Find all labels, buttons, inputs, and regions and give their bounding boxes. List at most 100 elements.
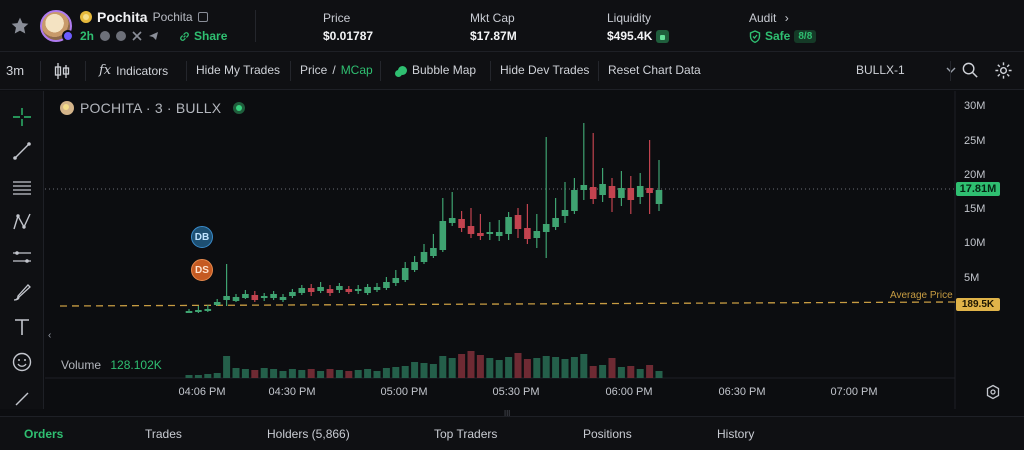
stat-price: Price $0.01787 — [323, 11, 373, 43]
candle-type-icon[interactable] — [54, 62, 70, 80]
bubble-map-label: Bubble Map — [412, 63, 477, 77]
audit-section[interactable]: Audit › Safe 8/8 — [749, 11, 817, 43]
share-icon — [180, 31, 189, 41]
token-avatar — [40, 10, 72, 42]
stat-value: $495.4K — [607, 29, 653, 43]
layout-select-value: BULLX-1 — [856, 63, 905, 77]
stat-value: $0.01787 — [323, 29, 374, 43]
x-axis-tick: 05:30 PM — [492, 386, 540, 398]
tab-top-traders[interactable]: Top Traders — [434, 427, 498, 441]
live-status-icon — [233, 102, 246, 114]
stat-value-row: $495.4K — [607, 29, 670, 43]
reset-chart-button[interactable]: Reset Chart Data — [608, 63, 701, 77]
toggle-slash: / — [332, 63, 336, 77]
legend-title: POCHITA · 3 · BULLX — [80, 100, 222, 116]
stat-label: Mkt Cap — [470, 11, 515, 25]
measure-icon[interactable] — [10, 245, 34, 269]
function-icon: fx — [99, 63, 112, 78]
layout-select[interactable]: BULLX-1 — [856, 63, 956, 77]
emoji-icon[interactable] — [10, 350, 34, 374]
x-axis-tick: 05:00 PM — [380, 386, 428, 398]
copy-icon[interactable] — [197, 12, 208, 22]
divider — [290, 61, 291, 81]
volume-legend: Volume 128.102K — [61, 358, 162, 372]
link-icon[interactable] — [116, 31, 127, 41]
gear-icon[interactable] — [994, 61, 1013, 80]
token-logo-icon — [60, 101, 74, 115]
star-icon[interactable] — [10, 16, 30, 36]
tab-history[interactable]: History — [717, 427, 755, 441]
audit-value-row: Safe 8/8 — [749, 29, 817, 43]
tab-trades[interactable]: Trades — [145, 427, 182, 441]
text-icon[interactable] — [10, 315, 34, 339]
search-link-icon[interactable] — [100, 31, 111, 41]
dev-sell-marker[interactable]: DS — [191, 259, 213, 281]
stat-mkt-cap: Mkt Cap $17.87M — [470, 11, 517, 43]
platform-badge-icon — [62, 30, 74, 42]
divider — [40, 61, 41, 81]
x-axis-tick: 07:00 PM — [830, 386, 878, 398]
horizontal-lines-icon[interactable] — [10, 175, 34, 199]
chart-settings-icon[interactable] — [985, 384, 1001, 400]
bubble-map-button[interactable]: Bubble Map — [398, 63, 476, 77]
tab-positions[interactable]: Positions — [583, 427, 632, 441]
volume-value: 128.102K — [110, 358, 162, 372]
tab-orders[interactable]: Orders — [24, 427, 64, 441]
safe-shield-icon — [749, 29, 761, 43]
dev-buy-marker[interactable]: DB — [191, 226, 213, 248]
x-axis-tick: 04:06 PM — [178, 386, 226, 398]
token-name: Pochita — [97, 9, 148, 25]
crosshair-icon[interactable] — [10, 105, 34, 129]
resize-handle[interactable]: ||| — [504, 409, 511, 418]
lock-icon — [656, 29, 670, 43]
divider — [950, 61, 951, 81]
ruler-icon[interactable] — [10, 387, 34, 411]
chart-area[interactable] — [45, 91, 1024, 409]
x-axis-tick: 04:30 PM — [268, 386, 316, 398]
y-axis-tick: 5M — [964, 272, 980, 284]
price-mcap-toggle[interactable]: Price / MCap — [300, 63, 373, 77]
volume-label: Volume — [61, 358, 102, 372]
mcap-option[interactable]: MCap — [340, 63, 373, 77]
divider — [380, 61, 381, 81]
x-axis-tick: 06:30 PM — [718, 386, 766, 398]
chevron-right-icon: › — [784, 11, 789, 25]
average-price-tag: 189.5K — [956, 298, 1000, 311]
indicators-button[interactable]: fx Indicators — [99, 63, 168, 78]
y-axis-tick: 10M — [964, 237, 986, 249]
audit-status: Safe — [765, 29, 791, 43]
token-age: 2h — [80, 29, 95, 43]
y-axis-tick: 25M — [964, 135, 986, 147]
share-label: Share — [194, 29, 228, 43]
token-meta-row: 2h Share — [80, 29, 227, 43]
y-axis-tick: 15M — [964, 203, 986, 215]
brush-icon[interactable] — [10, 280, 34, 304]
token-title-row: Pochita Pochita — [80, 9, 208, 25]
coin-icon — [80, 11, 92, 23]
divider — [255, 10, 256, 42]
audit-score-badge: 8/8 — [794, 29, 817, 43]
divider — [490, 61, 491, 81]
pattern-icon[interactable] — [10, 210, 34, 234]
y-axis-tick: 30M — [964, 100, 986, 112]
hide-my-trades-button[interactable]: Hide My Trades — [196, 63, 281, 77]
collapse-toolbar-button[interactable]: ‹ — [48, 330, 52, 341]
x-axis-tick: 06:00 PM — [605, 386, 653, 398]
price-option[interactable]: Price — [300, 63, 328, 77]
bubble-map-icon — [398, 65, 407, 75]
telegram-icon[interactable] — [148, 31, 159, 41]
zoom-icon[interactable] — [961, 61, 980, 80]
interval-button[interactable]: 3m — [6, 63, 25, 78]
trendline-icon[interactable] — [10, 139, 34, 163]
divider — [598, 61, 599, 81]
bottom-tabs: Orders Trades Holders (5,866) Top Trader… — [0, 416, 1024, 450]
stat-value: $17.87M — [470, 29, 517, 43]
indicators-label: Indicators — [116, 63, 169, 78]
tab-holders[interactable]: Holders (5,866) — [267, 427, 350, 441]
hide-dev-trades-button[interactable]: Hide Dev Trades — [500, 63, 590, 77]
token-header: Pochita Pochita 2h Share Price $0.01787 … — [0, 0, 1024, 52]
x-twitter-icon[interactable] — [132, 31, 142, 41]
audit-label-row: Audit › — [749, 11, 816, 25]
stat-label: Price — [323, 11, 351, 25]
share-button[interactable]: Share — [179, 29, 227, 43]
